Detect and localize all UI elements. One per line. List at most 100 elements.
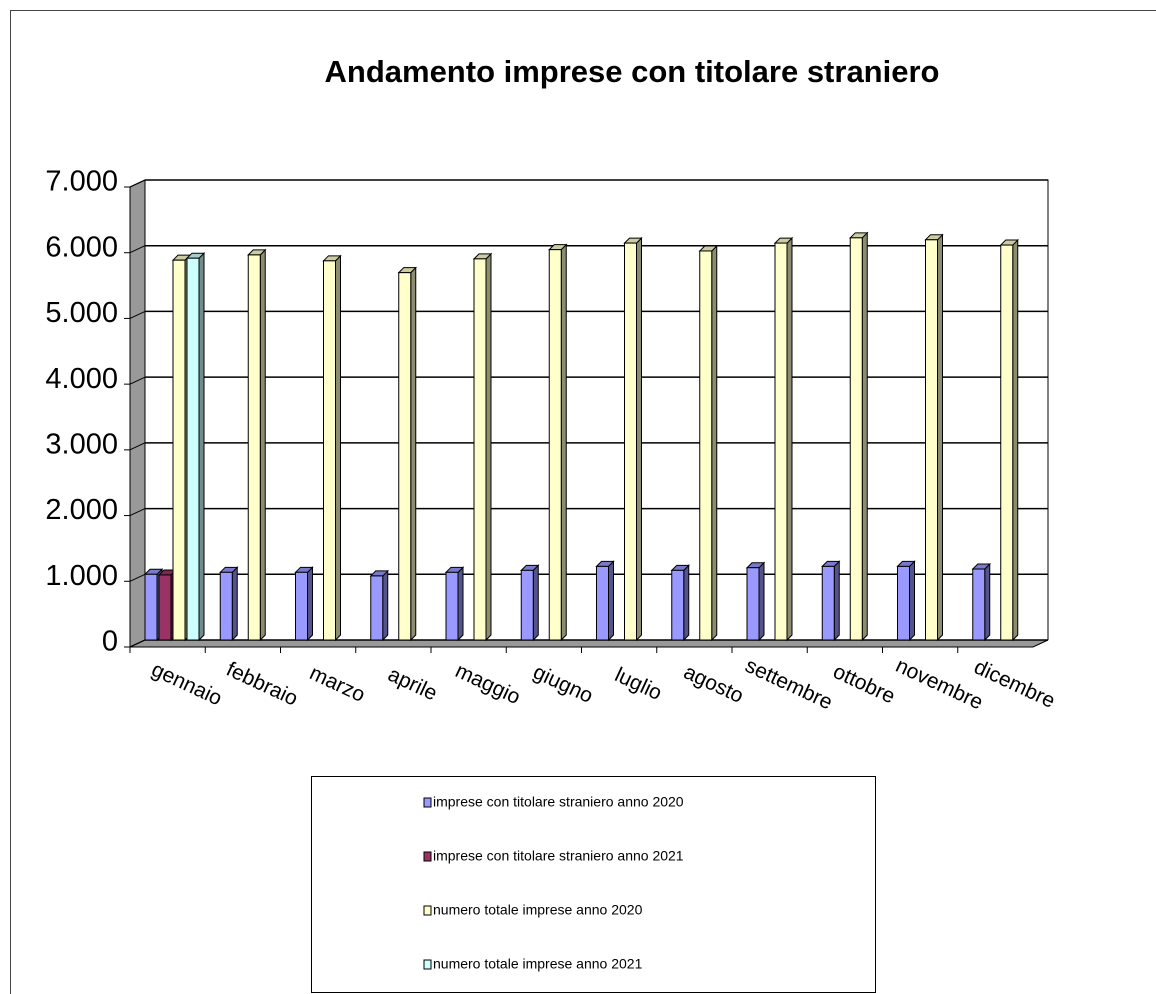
x-tick-label: febbraio (223, 658, 302, 711)
bar (971, 562, 991, 642)
bar (745, 561, 766, 642)
y-tick-label: 3.000 (45, 429, 118, 461)
bar-face (307, 566, 313, 642)
x-tick-label: settembre (742, 654, 836, 714)
chart-frame (10, 10, 1156, 994)
bar (548, 243, 568, 642)
grid-line (129, 639, 146, 648)
y-tick-label: 6.000 (45, 231, 118, 263)
bar-face (548, 249, 562, 641)
bar (322, 254, 342, 642)
bar (247, 248, 267, 642)
bar-face (746, 567, 760, 641)
bar (185, 251, 206, 642)
bar (999, 238, 1019, 642)
legend-marker (423, 851, 432, 862)
bar (369, 569, 389, 642)
bar-face (897, 565, 910, 641)
x-tick-label: maggio (452, 659, 524, 709)
y-tick-label: 0 (102, 626, 118, 658)
bar-face (972, 568, 986, 641)
legend-marker (423, 797, 432, 808)
bar-face (295, 571, 308, 641)
bar-face (699, 250, 713, 641)
bar-face (786, 236, 793, 642)
grid-line (129, 573, 146, 582)
x-tick-label: aprile (384, 663, 440, 706)
bar-face (909, 560, 915, 642)
bar-face (849, 237, 863, 641)
bar-face (560, 243, 567, 642)
bar-face (158, 574, 172, 641)
grid-line (129, 442, 146, 451)
floor (129, 639, 1049, 648)
bar-face (774, 242, 788, 641)
y-tick-label: 1.000 (45, 560, 118, 592)
x-tick-label: luglio (611, 663, 665, 705)
bar-face (382, 569, 389, 642)
y-tick-label: 4.000 (45, 363, 118, 395)
bar-face (172, 259, 186, 641)
bar (896, 560, 916, 642)
bar (444, 566, 465, 642)
y-tick-label: 7.000 (45, 166, 118, 198)
bar-face (410, 266, 417, 642)
grid-line (129, 376, 146, 385)
bar-face (984, 562, 991, 642)
bar-face (711, 244, 718, 642)
y-tick-label: 5.000 (45, 297, 118, 329)
legend-label: numero totale imprese anno 2021 (433, 956, 643, 972)
x-tick-label: giugno (530, 660, 597, 707)
bar (670, 564, 690, 642)
x-tick-label: ottobre (830, 660, 899, 708)
bar (219, 566, 239, 642)
x-tick-label: dicembre (971, 655, 1059, 712)
bar-face (457, 566, 464, 642)
bar (924, 233, 944, 642)
bar (520, 564, 540, 642)
bar-face (636, 236, 642, 642)
y-tick-label: 2.000 (45, 494, 118, 526)
legend-marker (423, 959, 432, 970)
bar-face (323, 260, 336, 641)
bar-face (219, 571, 233, 641)
bar (698, 244, 718, 642)
bar (595, 560, 615, 642)
bar-face (683, 564, 690, 642)
bar (849, 231, 869, 642)
bar (294, 566, 314, 642)
grid-line (129, 508, 146, 517)
bar-face (821, 565, 835, 641)
bar-face (398, 272, 412, 641)
bar-face (335, 254, 341, 642)
bar-face (833, 560, 840, 642)
x-tick-label: marzo (306, 661, 369, 707)
bar (472, 252, 493, 642)
bar-face (608, 560, 614, 642)
bar-face (485, 252, 492, 642)
bar-face (925, 239, 938, 641)
bar-face (671, 569, 685, 641)
bar-face (520, 569, 534, 641)
bar-face (596, 565, 609, 641)
x-tick-label: agosto (680, 660, 747, 707)
x-tick-label: novembre (892, 654, 986, 714)
legend-label: imprese con titolare straniero anno 2021 (433, 848, 684, 864)
bar-face (144, 573, 158, 641)
bar-face (1012, 238, 1019, 642)
legend (311, 776, 876, 993)
bar-face (259, 248, 266, 642)
bar-face (247, 254, 261, 641)
bar-face (532, 564, 539, 642)
bar (397, 266, 417, 642)
legend-label: numero totale imprese anno 2020 (433, 902, 643, 918)
legend-marker (423, 905, 432, 916)
bar-face (937, 233, 943, 642)
bar-face (1000, 244, 1014, 641)
grid-line (129, 310, 146, 319)
chart-title: Andamento imprese con titolare straniero (325, 54, 940, 89)
side-wall (129, 179, 146, 648)
bar-face (198, 251, 205, 642)
bar-face (231, 566, 238, 642)
